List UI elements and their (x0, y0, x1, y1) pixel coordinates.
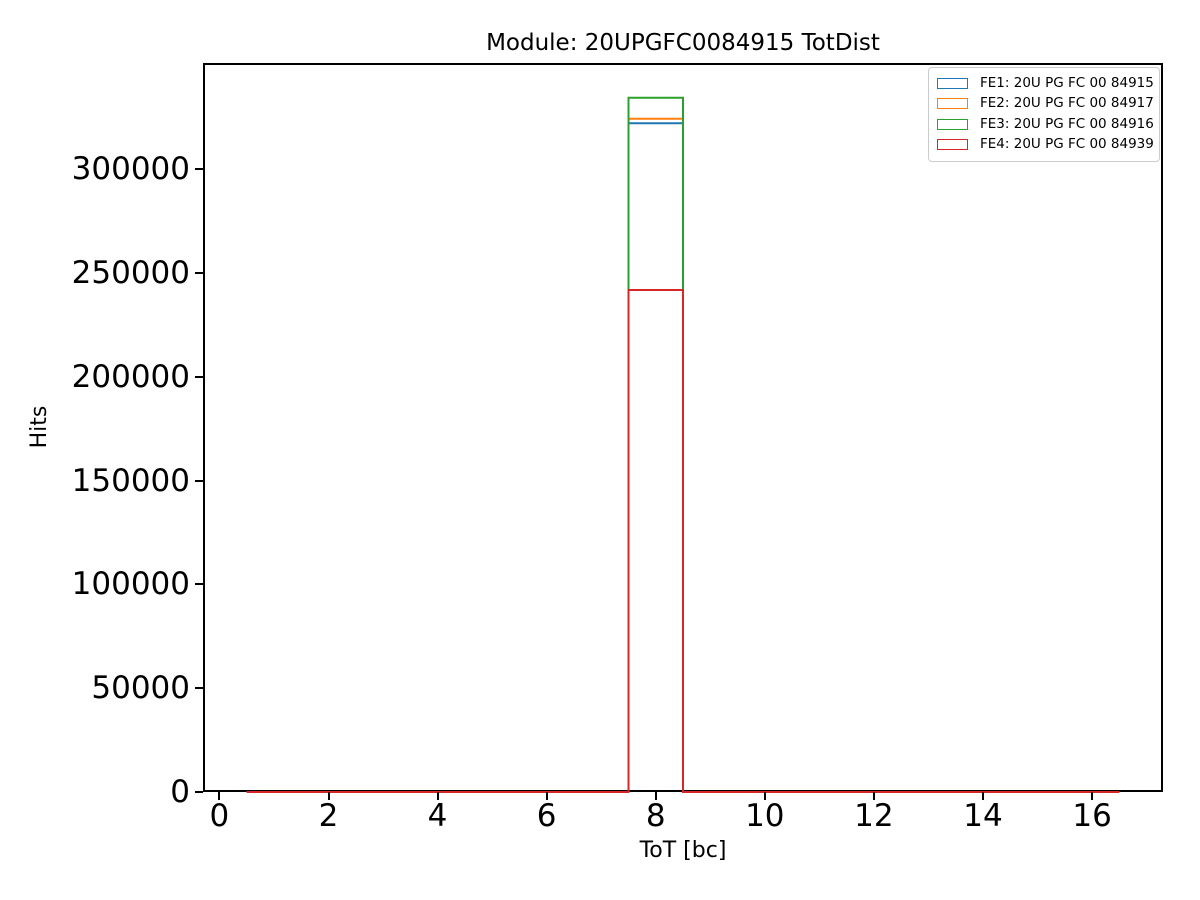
y-tick-mark (195, 687, 203, 690)
y-tick-label: 150000 (71, 462, 190, 499)
legend-label: FE1: 20U PG FC 00 84915 (980, 74, 1154, 91)
chart-title: Module: 20UPGFC0084915 TotDist (486, 30, 880, 56)
y-tick-label: 50000 (91, 670, 190, 707)
legend-swatch (937, 98, 968, 110)
y-tick-mark (195, 271, 203, 274)
x-tick-label: 14 (963, 798, 1003, 834)
legend-row: FE2: 20U PG FC 00 84917 (937, 94, 1154, 115)
y-tick-label: 250000 (71, 254, 190, 291)
legend-swatch (937, 139, 968, 151)
y-tick-mark (195, 791, 203, 793)
y-tick-label: 100000 (71, 566, 190, 603)
x-tick-mark (436, 792, 439, 800)
legend-swatch (937, 77, 968, 89)
x-tick-mark (327, 792, 330, 800)
x-tick-mark (545, 792, 548, 800)
x-tick-label: 16 (1072, 798, 1112, 834)
legend-row: FE3: 20U PG FC 00 84916 (937, 114, 1154, 135)
x-tick-label: 12 (854, 798, 894, 834)
plot-area (203, 63, 1163, 792)
y-axis-label: Hits (27, 405, 52, 449)
x-tick-mark (218, 792, 221, 800)
y-tick-label: 200000 (71, 358, 190, 395)
legend: FE1: 20U PG FC 00 84915 FE2: 20U PG FC 00… (928, 67, 1160, 162)
y-tick-mark (195, 479, 203, 482)
y-tick-label: 300000 (71, 150, 190, 187)
legend-label: FE4: 20U PG FC 00 84939 (980, 136, 1154, 153)
x-tick-label: 10 (745, 798, 785, 834)
x-tick-label: 4 (427, 798, 448, 834)
x-tick-mark (1091, 792, 1094, 800)
x-tick-label: 2 (318, 798, 339, 834)
y-tick-mark (195, 167, 203, 170)
x-tick-label: 0 (209, 798, 230, 834)
x-tick-mark (982, 792, 984, 800)
legend-label: FE2: 20U PG FC 00 84917 (980, 95, 1154, 112)
x-tick-mark (654, 792, 657, 800)
x-tick-label: 8 (645, 798, 666, 834)
legend-label: FE3: 20U PG FC 00 84916 (980, 115, 1154, 132)
legend-row: FE1: 20U PG FC 00 84915 (937, 73, 1154, 94)
x-tick-mark (872, 792, 875, 800)
y-tick-label: 0 (170, 774, 190, 810)
y-tick-mark (195, 583, 203, 586)
legend-row: FE4: 20U PG FC 00 84939 (937, 135, 1154, 156)
x-axis-label: ToT [bc] (639, 838, 727, 863)
legend-swatch (937, 118, 968, 130)
x-tick-label: 6 (536, 798, 557, 834)
y-tick-mark (195, 375, 203, 378)
x-tick-mark (763, 792, 766, 800)
